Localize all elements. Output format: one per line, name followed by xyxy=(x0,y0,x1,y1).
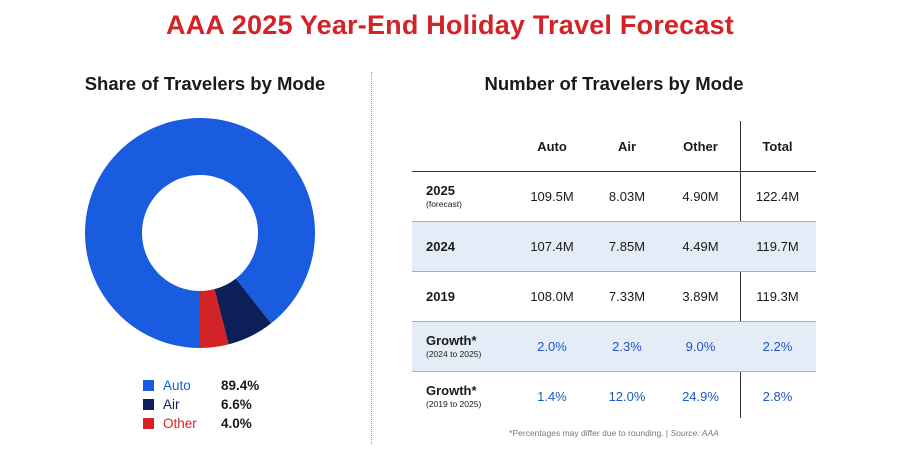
row-label-cell: 2019 xyxy=(412,289,512,304)
cell-total: 119.7M xyxy=(756,239,799,254)
row-label-cell: 2024 xyxy=(412,239,512,254)
donut-slice-auto xyxy=(85,118,315,348)
legend-swatch-other xyxy=(143,418,154,429)
legend-item-air: Air 6.6% xyxy=(143,395,259,414)
legend-value-auto: 89.4% xyxy=(221,378,260,393)
cell-other: 24.9% xyxy=(682,389,719,404)
table-row: Growth* (2019 to 2025) 1.4% 12.0% 24.9% 2.8% xyxy=(412,372,816,421)
cell-total: 119.3M xyxy=(756,289,799,304)
travelers-table: Auto Air Other Total 2025 (forecast) 109.5… xyxy=(412,121,816,421)
header-cell-auto: Auto xyxy=(537,138,567,154)
row-sublabel: (forecast) xyxy=(426,199,462,209)
legend-label-other: Other xyxy=(163,416,197,431)
row-label-cell: Growth* (2019 to 2025) xyxy=(412,383,512,410)
header-cell-other: Other xyxy=(683,138,718,154)
table-row: 2024 107.4M 7.85M 4.49M 119.7M xyxy=(412,222,816,272)
cell-air: 2.3% xyxy=(612,339,642,354)
cell-other: 3.89M xyxy=(682,289,719,304)
donut-slice-air xyxy=(214,278,272,345)
footnote-text: *Percentages may differ due to rounding.… xyxy=(509,428,671,438)
legend-label-auto: Auto xyxy=(163,378,191,393)
row-label-cell: 2025 (forecast) xyxy=(412,183,512,210)
table-header-row: Auto Air Other Total xyxy=(412,121,816,172)
cell-total: 2.8% xyxy=(762,389,793,404)
cell-other: 4.90M xyxy=(682,189,719,204)
cell-auto: 1.4% xyxy=(537,389,567,404)
cell-auto: 107.4M xyxy=(530,239,574,254)
cell-other: 9.0% xyxy=(685,339,716,354)
row-sublabel: (2024 to 2025) xyxy=(426,349,482,359)
header-cell-air: Air xyxy=(617,138,637,154)
footnote-source: Source: AAA xyxy=(670,428,719,438)
legend-value-air: 6.6% xyxy=(221,397,252,412)
cell-air: 7.33M xyxy=(608,289,646,304)
legend-swatch-auto xyxy=(143,380,154,391)
cell-auto: 108.0M xyxy=(530,289,574,304)
cell-air: 12.0% xyxy=(608,389,646,404)
cell-auto: 109.5M xyxy=(530,189,574,204)
pie-chart-title: Share of Travelers by Mode xyxy=(84,73,326,94)
section-divider xyxy=(371,72,372,444)
table-body: 2025 (forecast) 109.5M 8.03M 4.90M 122.4M 2024… xyxy=(412,172,816,421)
row-label: 2019 xyxy=(426,289,455,304)
cell-total: 2.2% xyxy=(762,339,793,354)
legend-item-other: Other 4.0% xyxy=(143,414,259,433)
row-label: 2025 xyxy=(426,183,455,198)
footnote: *Percentages may differ due to rounding.… xyxy=(412,428,816,438)
cell-other: 4.49M xyxy=(682,239,719,254)
table-row: Growth* (2024 to 2025) 2.0% 2.3% 9.0% 2.2% xyxy=(412,322,816,372)
legend-swatch-air xyxy=(143,399,154,410)
row-label: Growth* xyxy=(426,333,477,348)
cell-auto: 2.0% xyxy=(537,339,567,354)
header-cell-total: Total xyxy=(762,138,793,154)
cell-air: 8.03M xyxy=(608,189,646,204)
page-title: AAA 2025 Year-End Holiday Travel Forecas… xyxy=(166,10,734,40)
legend-value-other: 4.0% xyxy=(221,416,252,431)
row-label-cell: Growth* (2024 to 2025) xyxy=(412,333,512,360)
pie-legend: Auto 89.4% Air 6.6% Other 4.0% xyxy=(143,376,259,433)
donut-slice-other xyxy=(200,289,229,348)
donut-chart xyxy=(85,118,315,348)
cell-air: 7.85M xyxy=(608,239,646,254)
table-title: Number of Travelers by Mode xyxy=(484,73,744,94)
row-label: 2024 xyxy=(426,239,455,254)
legend-item-auto: Auto 89.4% xyxy=(143,376,259,395)
table-row: 2019 108.0M 7.33M 3.89M 119.3M xyxy=(412,272,816,322)
cell-total: 122.4M xyxy=(755,189,800,204)
table-row: 2025 (forecast) 109.5M 8.03M 4.90M 122.4M xyxy=(412,172,816,222)
legend-label-air: Air xyxy=(163,397,180,412)
row-label: Growth* xyxy=(426,383,477,398)
row-sublabel: (2019 to 2025) xyxy=(426,399,482,409)
